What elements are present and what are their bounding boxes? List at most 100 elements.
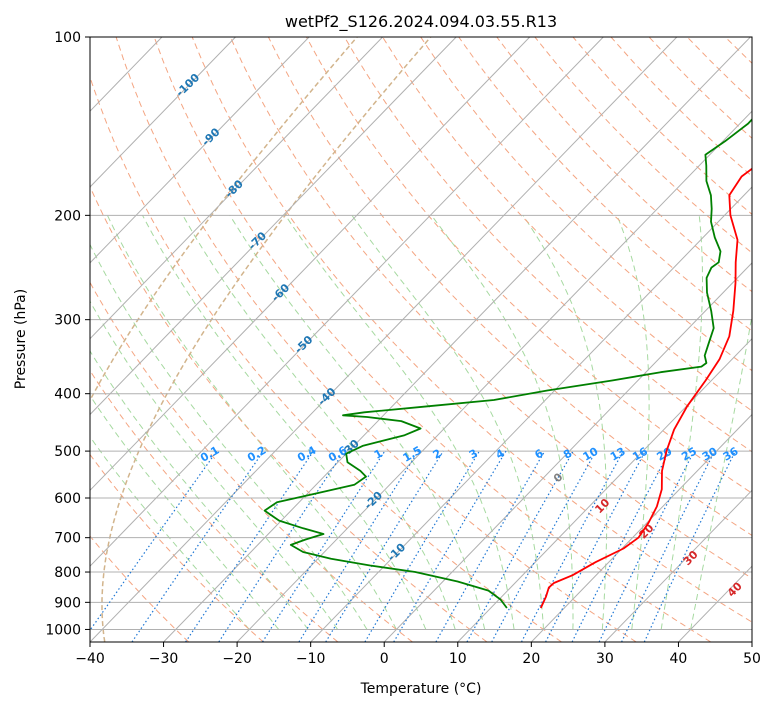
dry-adiabat-line xyxy=(90,281,413,642)
mixing-ratio-line xyxy=(218,450,345,642)
dry-adiabat-line xyxy=(763,37,775,642)
isotherm-line xyxy=(90,37,531,492)
mixing-ratio-line xyxy=(466,450,574,642)
isotherm-line xyxy=(236,110,752,642)
mixing-ratio-line xyxy=(571,450,671,642)
dry-adiabat-line xyxy=(420,37,752,372)
isotherm-line xyxy=(604,489,752,642)
x-axis: −40 −30 −20 −10 0 10 20 30 40 50 xyxy=(75,642,761,667)
dry-adiabat-line xyxy=(648,37,752,139)
dry-adiabat-line xyxy=(191,37,752,623)
line-labels: -100-90-80-70-60-50-40-30-20-100.1 0.2 0.4… xyxy=(173,71,745,600)
plot-area: -100-90-80-70-60-50-40-30-20-100.1 0.2 0.4… xyxy=(90,37,775,642)
mixing-ratio-line xyxy=(90,450,218,632)
mixing-ratio-label: 25 xyxy=(679,445,699,464)
dry-adiabat-line xyxy=(534,37,752,254)
moist-adiabat-line xyxy=(660,215,703,630)
mixing-ratio-label: 10 xyxy=(581,445,601,464)
isotherm-label: -60 xyxy=(269,281,293,304)
x-tick-label: −30 xyxy=(149,651,179,667)
profile-traces xyxy=(263,118,752,609)
x-tick-label: 0 xyxy=(380,651,389,667)
isotherm-label: -40 xyxy=(315,385,339,408)
moist-adiabat-line xyxy=(284,215,515,630)
isotherm-line xyxy=(90,37,236,188)
dry-adiabat-line xyxy=(115,37,637,642)
temperature-trace xyxy=(539,167,752,609)
isotherm-line xyxy=(90,37,457,416)
moist-adiabat-line xyxy=(690,312,752,630)
y-tick-label: 800 xyxy=(54,565,81,581)
dry-adiabat-line xyxy=(90,185,488,642)
dry-adiabat-line xyxy=(724,37,752,64)
mixing-ratio-label: 36 xyxy=(721,445,741,464)
y-tick-label: 300 xyxy=(54,313,81,329)
dry-adiabat-line xyxy=(90,369,339,642)
isotherm-line xyxy=(90,37,604,567)
hail-growth-curves xyxy=(90,37,432,642)
mixing-ratio-label: 13 xyxy=(608,445,628,464)
y-tick-label: 400 xyxy=(54,387,81,403)
y-tick-label: 100 xyxy=(54,30,81,46)
isotherm-line xyxy=(163,37,751,642)
x-tick-label: 50 xyxy=(743,651,761,667)
dry-adiabat-line xyxy=(267,37,752,537)
mixing-ratio-label: 30 xyxy=(700,445,720,464)
dry-adiabat-line xyxy=(90,453,264,642)
mixing-ratio-line xyxy=(598,450,695,642)
dewpoint-trace xyxy=(263,118,752,609)
x-axis-label: Temperature (°C) xyxy=(360,681,482,697)
isotherm-line xyxy=(310,186,752,642)
mixing-ratio-label: 3 xyxy=(467,447,480,462)
mixing-ratio-label: 0.1 xyxy=(198,444,221,465)
y-axis: 100 200 300 400 500 600 700 800 900 1000 xyxy=(45,30,90,638)
mixing-ratio-line xyxy=(520,450,624,642)
x-tick-label: 30 xyxy=(596,651,614,667)
mixing-ratio-lines xyxy=(90,450,736,642)
dry-adiabat-line xyxy=(572,37,752,215)
isotherm-label: -50 xyxy=(292,333,316,356)
mixing-ratio-line xyxy=(185,450,314,642)
y-tick-label: 900 xyxy=(54,595,81,611)
chart-title: wetPf2_S126.2024.094.03.55.R13 xyxy=(285,12,557,32)
mixing-ratio-line xyxy=(621,450,716,642)
theta-label: 40 xyxy=(725,579,745,599)
y-tick-label: 1000 xyxy=(45,622,81,638)
moist-adiabat-line xyxy=(106,215,397,630)
mixing-ratio-line xyxy=(261,450,386,642)
mixing-ratio-line xyxy=(643,450,736,642)
mixing-ratio-label: 4 xyxy=(494,446,507,461)
isotherm-line xyxy=(457,337,752,642)
x-tick-label: 10 xyxy=(449,651,467,667)
y-axis-label: Pressure (hPa) xyxy=(13,289,29,389)
moist-adiabat-line xyxy=(522,215,608,630)
isotherm-label: -10 xyxy=(385,541,409,564)
moist-adiabat-line xyxy=(90,300,338,630)
hail-curve-line xyxy=(101,37,432,642)
isobars xyxy=(90,37,752,630)
theta-label: 10 xyxy=(592,496,612,516)
y-tick-label: 600 xyxy=(54,491,81,507)
x-tick-label: 40 xyxy=(670,651,688,667)
moist-adiabat-line xyxy=(616,215,650,630)
y-tick-label: 200 xyxy=(54,208,81,224)
isotherms xyxy=(90,37,752,642)
mixing-ratio-line xyxy=(491,450,597,642)
mixing-ratio-label: 1 xyxy=(372,447,385,462)
x-tick-label: −10 xyxy=(296,651,326,667)
hail-curve-line xyxy=(90,37,358,402)
dry-adiabat-line xyxy=(305,37,752,494)
x-tick-label: −20 xyxy=(222,651,252,667)
mixing-ratio-line xyxy=(131,450,265,642)
mixing-ratio-line xyxy=(325,450,444,642)
plot-frame xyxy=(89,36,753,643)
dry-adiabat-line xyxy=(496,37,752,293)
y-tick-label: 700 xyxy=(54,531,81,547)
mixing-ratio-label: 1.5 xyxy=(401,444,424,465)
dry-adiabat-line xyxy=(90,75,562,642)
mixing-ratio-label: 0.4 xyxy=(295,443,319,464)
isotherm-line xyxy=(530,413,752,642)
isotherm-line xyxy=(383,262,752,642)
y-tick-label: 500 xyxy=(54,444,81,460)
mixing-ratio-label: 6 xyxy=(533,446,546,461)
